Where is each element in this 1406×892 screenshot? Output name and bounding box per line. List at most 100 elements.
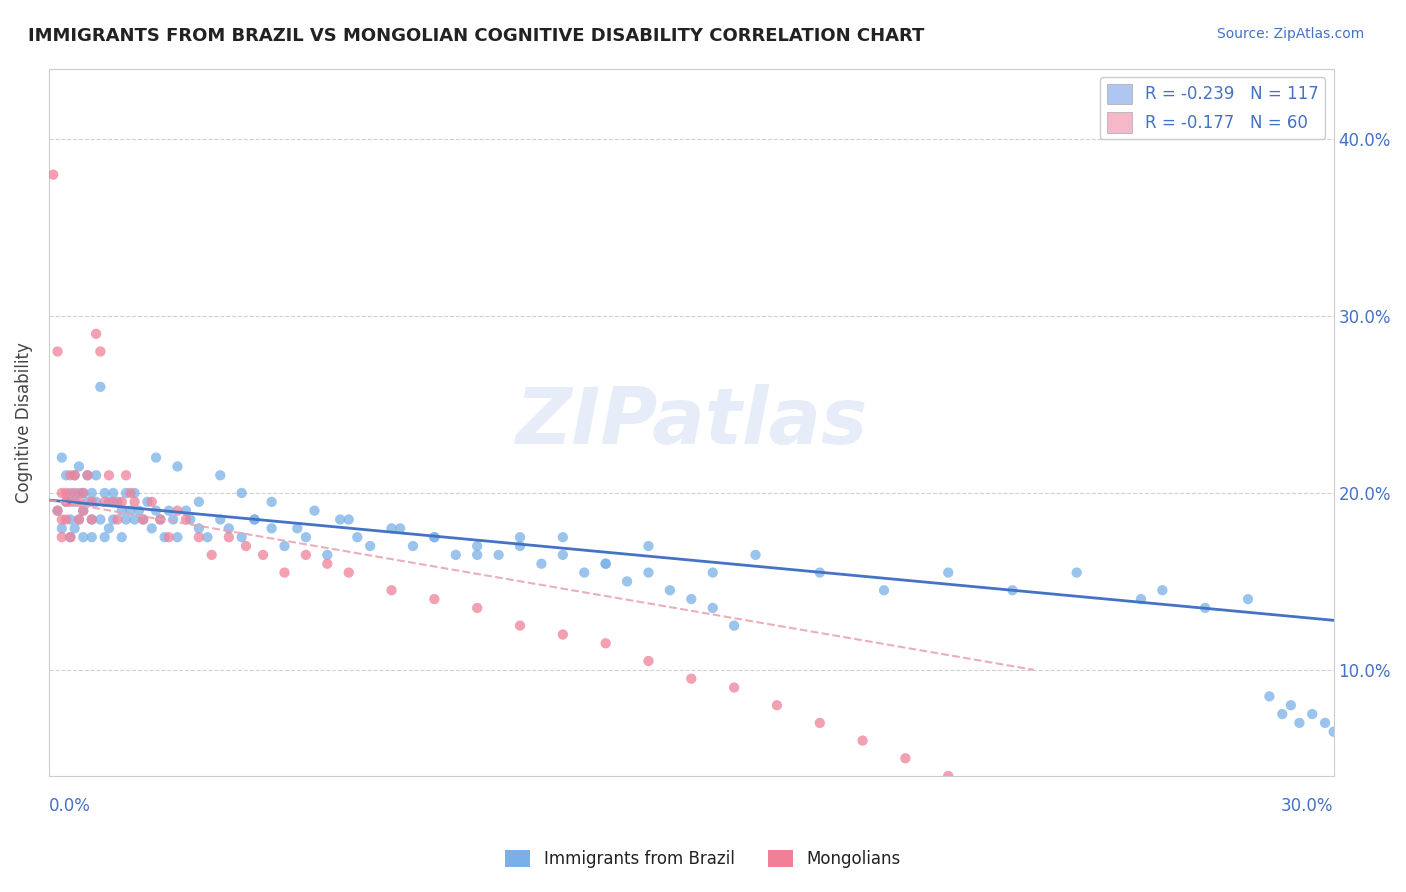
Point (235, 539, 257, 553)
Point (509, 618, 531, 632)
Point (1001, 583, 1024, 598)
Point (97, 468, 120, 483)
Point (72, 486, 94, 500)
Point (63, 468, 86, 483)
Point (380, 521, 402, 535)
Point (766, 698, 789, 713)
Point (681, 592, 703, 607)
Point (115, 512, 138, 526)
Point (153, 530, 176, 544)
Point (128, 503, 150, 517)
Point (389, 521, 412, 535)
Point (157, 530, 180, 544)
Point (243, 512, 266, 526)
Point (530, 557, 553, 571)
Point (166, 503, 188, 517)
Point (72, 503, 94, 517)
Point (304, 503, 326, 517)
Point (141, 495, 163, 509)
Point (63, 521, 86, 535)
Point (103, 512, 125, 526)
Point (260, 495, 283, 509)
Point (103, 495, 125, 509)
Point (551, 530, 574, 544)
Point (59, 530, 82, 544)
Point (346, 530, 368, 544)
Point (67, 486, 90, 500)
Point (808, 566, 831, 580)
Point (1271, 707, 1294, 722)
Point (84, 326, 107, 341)
Point (51, 530, 73, 544)
Point (808, 715, 831, 730)
Point (273, 539, 295, 553)
Point (145, 450, 167, 465)
Point (157, 503, 180, 517)
Point (124, 495, 146, 509)
Point (218, 521, 240, 535)
Point (285, 521, 308, 535)
Point (55, 512, 77, 526)
Point (218, 530, 240, 544)
Legend: R = -0.239   N = 117, R = -0.177   N = 60: R = -0.239 N = 117, R = -0.177 N = 60 (1099, 77, 1326, 139)
Point (84, 495, 107, 509)
Point (145, 503, 167, 517)
Point (894, 751, 917, 765)
Point (76, 495, 98, 509)
Point (197, 530, 219, 544)
Point (72, 503, 94, 517)
Point (201, 548, 224, 562)
Point (681, 672, 703, 686)
Point (89, 344, 111, 359)
Point (46, 503, 69, 517)
Point (179, 512, 201, 526)
Point (51, 450, 73, 465)
Point (337, 512, 360, 526)
Point (59, 486, 82, 500)
Point (316, 557, 339, 571)
Point (1288, 715, 1310, 730)
Point (209, 512, 232, 526)
Point (132, 512, 155, 526)
Point (551, 627, 574, 641)
Point (595, 636, 617, 650)
Point (380, 583, 402, 598)
Point (637, 654, 659, 668)
Point (51, 512, 73, 526)
Point (574, 566, 596, 580)
Point (337, 566, 360, 580)
Point (595, 557, 617, 571)
Point (1279, 698, 1302, 713)
Point (97, 521, 120, 535)
Point (273, 566, 295, 580)
Point (658, 583, 681, 598)
Text: 0.0%: 0.0% (49, 797, 91, 815)
Point (67, 495, 90, 509)
Point (231, 486, 253, 500)
Point (509, 530, 531, 544)
Point (551, 548, 574, 562)
Point (359, 539, 381, 553)
Point (89, 512, 111, 526)
Point (80, 530, 103, 544)
Point (209, 468, 232, 483)
Point (67, 512, 90, 526)
Point (141, 521, 163, 535)
Point (465, 548, 488, 562)
Point (111, 503, 134, 517)
Point (231, 530, 253, 544)
Point (723, 681, 745, 695)
Point (187, 530, 209, 544)
Point (76, 468, 98, 483)
Point (873, 583, 896, 598)
Point (124, 486, 146, 500)
Point (423, 592, 446, 607)
Point (295, 548, 318, 562)
Point (1194, 601, 1216, 615)
Point (162, 512, 184, 526)
Point (423, 530, 446, 544)
Point (111, 530, 134, 544)
Point (166, 530, 188, 544)
Point (1258, 690, 1281, 704)
Point (80, 486, 103, 500)
